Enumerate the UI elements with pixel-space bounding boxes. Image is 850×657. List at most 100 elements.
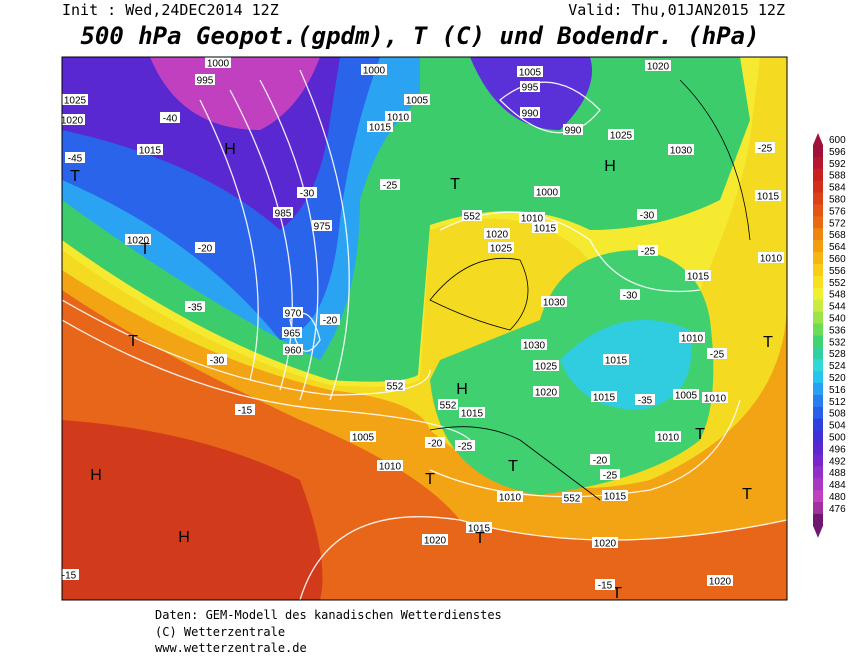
contour-label: -30 <box>623 291 638 302</box>
colorbar-band <box>813 228 823 241</box>
label-box <box>462 210 482 221</box>
contour-label: 1010 <box>657 433 680 444</box>
label-box <box>385 111 411 122</box>
colorbar-label: 596 <box>829 147 846 158</box>
colorbar-band <box>813 275 823 289</box>
label-box <box>520 107 540 118</box>
contour-label: -15 <box>598 581 613 592</box>
contour-label: 970 <box>285 309 302 320</box>
colorbar-label: 532 <box>829 337 846 348</box>
colorbar-band <box>813 513 823 527</box>
footer-line: www.wetterzentrale.de <box>155 641 307 655</box>
colorbar-band <box>813 442 823 455</box>
label-box <box>608 129 634 140</box>
label-box <box>707 348 727 359</box>
label-box <box>707 575 733 586</box>
label-box <box>758 252 784 263</box>
colorbar-label: 476 <box>829 504 846 515</box>
colorbar-band <box>813 287 823 301</box>
colorbar-band <box>813 145 823 158</box>
colorbar-label: 516 <box>829 385 846 396</box>
label-box <box>635 394 655 405</box>
contour-label: 1015 <box>593 393 616 404</box>
label-box <box>655 431 681 442</box>
colorbar-arrow <box>813 525 823 538</box>
label-box <box>282 327 302 338</box>
pressure-center: T <box>140 241 150 258</box>
contour-label: -25 <box>758 144 773 155</box>
map-frame <box>61 56 788 601</box>
colorbar-label: 568 <box>829 230 846 241</box>
label-box <box>673 389 699 400</box>
label-box <box>519 212 545 223</box>
contour-label: 1010 <box>379 462 402 473</box>
label-box <box>685 270 711 281</box>
label-box <box>195 74 215 85</box>
colorbar-band <box>813 311 823 324</box>
colorbar-band <box>813 383 823 396</box>
label-box <box>562 492 582 503</box>
colorbar-label: 540 <box>829 314 846 325</box>
colorbar-label: 484 <box>829 480 846 491</box>
pressure-center: T <box>128 333 138 350</box>
pressure-center: T <box>475 530 485 547</box>
colorbar-label: 512 <box>829 397 846 408</box>
pressure-center: H <box>224 141 236 158</box>
contour-label: 995 <box>522 83 539 94</box>
label-box <box>702 392 728 403</box>
colorbar-label: 508 <box>829 409 846 420</box>
label-box <box>350 431 376 442</box>
contour-label: 1020 <box>486 230 509 241</box>
label-box <box>563 124 583 135</box>
contour-label: 985 <box>275 209 292 220</box>
contour-label: 1020 <box>127 236 150 247</box>
contour-label: 1020 <box>709 577 732 588</box>
contour-label: 552 <box>387 382 404 393</box>
label-box <box>160 112 180 123</box>
contour-label: -30 <box>640 211 655 222</box>
contour-label: -25 <box>383 181 398 192</box>
contour-label: 1005 <box>352 433 375 444</box>
label-box <box>185 301 205 312</box>
contour-label: 1015 <box>534 224 557 235</box>
colorbar-band <box>813 264 823 277</box>
label-box <box>404 94 430 105</box>
colorbar-label: 504 <box>829 421 846 432</box>
colorbar-label: 572 <box>829 218 846 229</box>
colorbar-band <box>813 454 823 467</box>
colorbar-band <box>813 430 823 443</box>
contour-label: -35 <box>638 396 653 407</box>
label-box <box>637 209 657 220</box>
label-box <box>380 179 400 190</box>
label-box <box>62 94 88 105</box>
contour-label: 1010 <box>499 493 522 504</box>
pressure-center: T <box>612 585 622 602</box>
colorbar-band <box>813 204 823 217</box>
colorbar-label: 488 <box>829 468 846 479</box>
contour-label: -25 <box>458 442 473 453</box>
label-box <box>590 454 610 465</box>
colorbar-band <box>813 466 823 479</box>
colorbar-label: 564 <box>829 242 846 253</box>
label-box <box>600 469 620 480</box>
colorbar-label: 544 <box>829 302 846 313</box>
contour-label: 1020 <box>424 536 447 547</box>
label-box <box>361 64 387 75</box>
contour-label: 1020 <box>594 539 617 550</box>
map-area: 995 1000 1025 1020 1015 1020 H T T T H H 985 970 965 96… <box>62 57 787 602</box>
contour-label: 1000 <box>536 188 559 199</box>
contour-label: -35 <box>188 303 203 314</box>
label-box <box>283 307 303 318</box>
label-box <box>320 314 340 325</box>
colorbar-label: 576 <box>829 206 846 217</box>
colorbar-label: 480 <box>829 492 846 503</box>
colorbar-band <box>813 418 823 432</box>
contour-label: -20 <box>198 244 213 255</box>
label-box <box>62 114 85 125</box>
contour-label: 552 <box>440 401 457 412</box>
colorbar-band <box>813 299 823 313</box>
label-box <box>534 186 560 197</box>
colorbar-label: 496 <box>829 444 846 455</box>
label-box <box>312 220 332 231</box>
